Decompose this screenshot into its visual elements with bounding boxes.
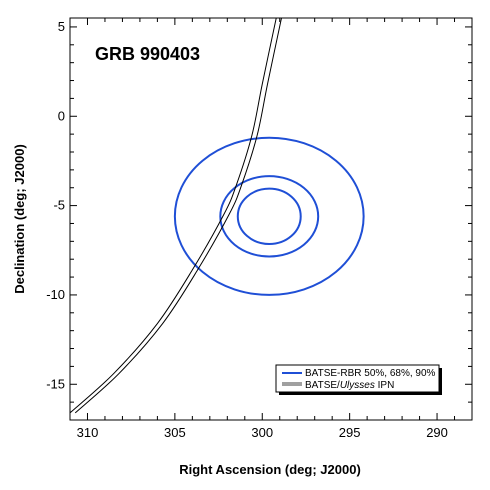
plot-area [70, 18, 365, 414]
contour-68pct [219, 175, 320, 258]
x-tick-label: 300 [251, 425, 273, 440]
x-tick-label: 290 [426, 425, 448, 440]
legend-label-annulus-suffix: IPN [375, 380, 394, 391]
chart-title: GRB 990403 [95, 44, 200, 64]
y-tick-label: -10 [46, 287, 65, 302]
plot-frame [69, 17, 473, 421]
legend-label-annulus: BATSE/Ulysses IPN [305, 380, 394, 391]
ipn-annulus-edge-2 [74, 18, 282, 414]
legend-box [275, 364, 440, 393]
tick-group [69, 18, 473, 421]
y-tick-label: -15 [46, 376, 65, 391]
y-axis-title: Declination (deg; J2000) [12, 144, 27, 294]
legend: BATSE-RBR 50%, 68%, 90% BATSE/Ulysses IP… [275, 364, 442, 395]
x-tick-label: 310 [77, 425, 99, 440]
series-group [70, 18, 365, 414]
contour-90pct [173, 136, 365, 296]
legend-label-annulus-italic: Ulysses [340, 380, 375, 391]
legend-label-annulus-prefix: BATSE/ [305, 380, 340, 391]
tick-label-group: 310 305 300 295 290 5 0 -5 -10 -15 [46, 19, 448, 440]
x-tick-label: 305 [164, 425, 186, 440]
contour-50pct [236, 187, 302, 246]
y-tick-label: -5 [53, 198, 65, 213]
x-axis-title: Right Ascension (deg; J2000) [179, 462, 361, 477]
legend-label-contours: BATSE-RBR 50%, 68%, 90% [305, 368, 436, 379]
ipn-annulus-edge-1 [70, 18, 277, 414]
y-tick-label: 5 [58, 19, 65, 34]
x-tick-label: 295 [339, 425, 361, 440]
y-tick-label: 0 [58, 108, 65, 123]
